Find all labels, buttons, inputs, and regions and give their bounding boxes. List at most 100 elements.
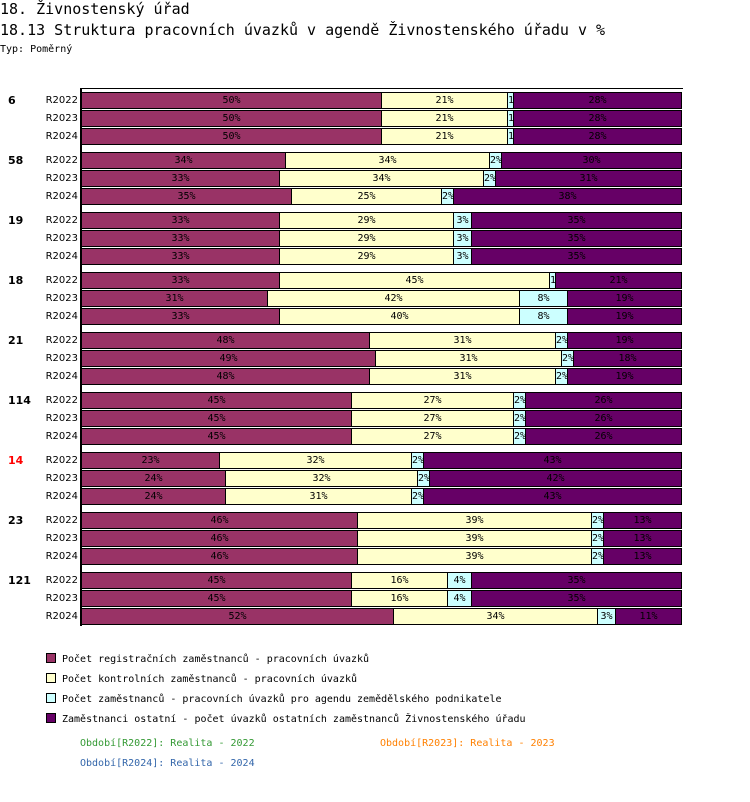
bar-segment: 24% [81,488,226,505]
bar-segment: 21% [381,110,508,127]
bar-segment: 2% [555,332,568,349]
group-label: 121 [8,574,31,587]
bar-segment: 3% [453,212,472,229]
bar-segment: 19% [567,308,682,325]
bar-segment: 3% [453,230,472,247]
bar-segment: 29% [279,248,454,265]
bar-segment: 33% [81,248,280,265]
bar-segment: 39% [357,512,592,529]
bar-segment: 50% [81,92,382,109]
chart-title: 18.13 Struktura pracovních úvazků v agen… [0,21,606,39]
bar-segment: 45% [279,272,550,289]
bar-segment: 28% [513,92,682,109]
bar-segment: 35% [471,230,682,247]
row-period-label: R2023 [45,233,78,244]
top-axis-line [80,88,683,89]
legend-swatch [46,693,56,703]
bar-segment: 39% [357,530,592,547]
bar-segment: 24% [81,470,226,487]
group-label: 19 [8,214,24,227]
group-label: 18 [8,274,24,287]
bar-segment: 21% [381,128,508,145]
bar-segment: 35% [471,248,682,265]
bar-segment: 42% [429,470,682,487]
bar-segment: 4% [447,590,472,607]
bar-segment: 13% [603,512,682,529]
group-label: 58 [8,154,24,167]
bar-segment: 35% [471,212,682,229]
group-label: 21 [8,334,24,347]
bar-segment: 23% [81,452,220,469]
bar-segment: 33% [81,230,280,247]
bar-segment: 27% [351,428,514,445]
bar-segment: 39% [357,548,592,565]
bar-segment: 34% [81,152,286,169]
bar-segment: 34% [279,170,484,187]
bar-segment: 11% [615,608,682,625]
bar-segment: 45% [81,428,352,445]
bar-segment: 46% [81,530,358,547]
legend-swatch [46,713,56,723]
bar-segment: 50% [81,110,382,127]
bar-segment: 31% [369,368,556,385]
bar-segment: 34% [285,152,490,169]
group-label: 114 [8,394,31,407]
bar-segment: 2% [411,488,424,505]
bar-segment: 32% [225,470,418,487]
bar-segment: 27% [351,392,514,409]
row-period-label: R2022 [45,455,78,466]
bar-segment: 16% [351,590,448,607]
bar-segment: 33% [81,170,280,187]
bar-segment: 21% [555,272,682,289]
bar-segment: 19% [567,332,682,349]
legend-item: Počet kontrolních zaměstnanců - pracovní… [46,673,357,687]
legend-item: Počet registračních zaměstnanců - pracov… [46,653,369,667]
page-title: 18. Živnostenský úřad [0,0,190,18]
row-period-label: R2022 [45,575,78,586]
bar-segment: 19% [567,290,682,307]
bar-segment: 33% [81,272,280,289]
bar-segment: 35% [471,590,682,607]
bar-segment: 45% [81,572,352,589]
row-period-label: R2024 [45,371,78,382]
row-period-label: R2023 [45,173,78,184]
legend-swatch [46,673,56,683]
period-label: Období[R2022]: Realita - 2022 [80,738,255,749]
bar-segment: 30% [501,152,682,169]
bar-segment: 27% [351,410,514,427]
bar-segment: 35% [471,572,682,589]
bar-segment: 4% [447,572,472,589]
bar-segment: 26% [525,428,682,445]
bar-segment: 45% [81,410,352,427]
legend-label: Počet zaměstnanců - pracovních úvazků pr… [62,694,502,705]
bar-segment: 33% [81,212,280,229]
bar-segment: 40% [279,308,520,325]
bar-segment: 31% [369,332,556,349]
legend-label: Počet registračních zaměstnanců - pracov… [62,654,370,665]
bar-segment: 26% [525,410,682,427]
period-label: Období[R2023]: Realita - 2023 [380,738,555,749]
legend-item: Zaměstnanci ostatní - počet úvazků ostat… [46,713,526,727]
row-period-label: R2024 [45,191,78,202]
bar-segment: 48% [81,368,370,385]
bar-segment: 31% [225,488,412,505]
row-period-label: R2022 [45,335,78,346]
bar-segment: 32% [219,452,412,469]
row-period-label: R2022 [45,95,78,106]
legend-label: Zaměstnanci ostatní - počet úvazků ostat… [62,714,526,725]
bar-segment: 25% [291,188,442,205]
bar-segment: 18% [573,350,682,367]
bar-segment: 13% [603,548,682,565]
row-period-label: R2024 [45,491,78,502]
bar-segment: 33% [81,308,280,325]
bar-segment: 19% [567,368,682,385]
row-period-label: R2023 [45,473,78,484]
bar-segment: 52% [81,608,394,625]
bar-segment: 2% [417,470,430,487]
bar-segment: 43% [423,452,682,469]
bar-segment: 28% [513,128,682,145]
bar-segment: 8% [519,290,568,307]
row-period-label: R2024 [45,311,78,322]
row-period-label: R2022 [45,275,78,286]
